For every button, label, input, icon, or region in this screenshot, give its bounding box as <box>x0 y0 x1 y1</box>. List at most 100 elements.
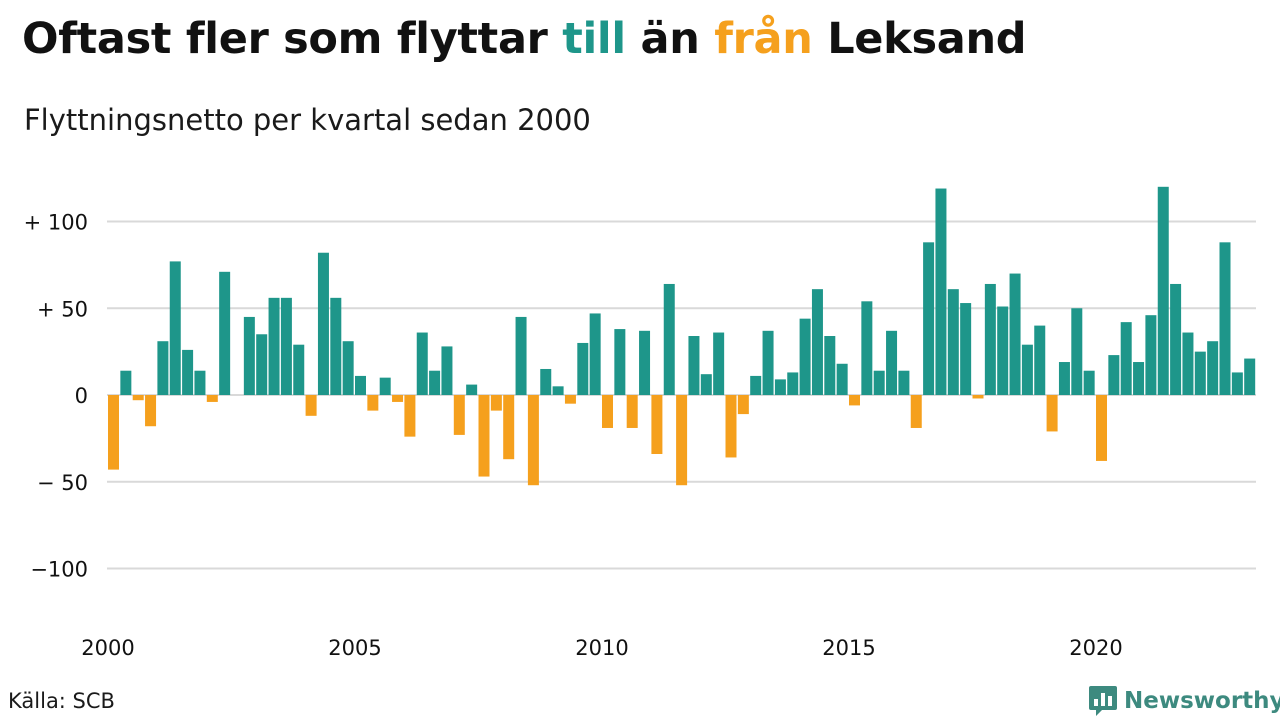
bar-negative <box>503 395 515 460</box>
bar-positive <box>947 289 959 395</box>
y-tick-label: − 50 <box>37 471 88 495</box>
bar-positive <box>1021 344 1033 396</box>
y-tick-label: + 50 <box>37 297 88 321</box>
bar-negative <box>849 395 860 406</box>
bar-negative <box>910 395 922 428</box>
bar-positive <box>1071 308 1083 395</box>
bar-positive <box>1219 242 1231 395</box>
x-axis-ticks: 2000 2005 2010 2015 2020 <box>81 636 1122 660</box>
bar-chart-speech-bubble-icon <box>1089 686 1117 716</box>
bars <box>108 186 1256 486</box>
bar-positive <box>1058 362 1070 395</box>
chart-subtitle: Flyttningsnetto per kvartal sedan 2000 <box>24 103 591 137</box>
y-tick-label: −100 <box>30 558 88 582</box>
title-highlight-till: till <box>562 14 626 64</box>
bar-positive <box>984 283 996 395</box>
bar-positive <box>293 344 305 396</box>
bar-negative <box>1096 395 1107 461</box>
source-label: Källa: SCB <box>8 689 115 713</box>
chart-title: Oftast fler som flyttar till än från Lek… <box>22 14 1027 64</box>
bar-negative <box>305 395 317 416</box>
bar-chart: + 100 + 50 0 − 50 −100 2000 2005 2010 2015 2020 <box>24 186 1256 660</box>
brand-name: Newsworthy <box>1124 688 1280 714</box>
bar-positive <box>330 297 342 395</box>
bar-negative <box>453 395 465 435</box>
bar-negative <box>478 395 490 477</box>
bar-negative <box>206 395 218 402</box>
bar-negative <box>490 395 502 411</box>
bar-negative <box>737 395 749 415</box>
x-tick-label: 2015 <box>822 636 875 660</box>
bar-negative <box>564 395 576 404</box>
bar-positive <box>873 370 885 395</box>
bar-positive <box>169 261 181 395</box>
bar-positive <box>1133 362 1145 395</box>
bar-positive <box>663 283 675 395</box>
bar-positive <box>589 313 601 395</box>
bar-negative <box>676 395 688 486</box>
bar-positive <box>750 375 762 396</box>
bar-positive <box>1120 322 1132 395</box>
bar-positive <box>935 188 947 395</box>
bar-positive <box>1009 273 1021 395</box>
bar-positive <box>540 368 552 396</box>
bar-positive <box>466 384 478 395</box>
bar-positive <box>762 330 774 396</box>
bar-positive <box>280 297 292 395</box>
bar-positive <box>1157 186 1169 395</box>
bar-positive <box>552 386 564 395</box>
bar-positive <box>799 318 811 395</box>
bar-positive <box>688 336 700 395</box>
brand-logo: Newsworthy <box>1088 684 1280 718</box>
bar-positive <box>157 341 169 395</box>
bar-positive <box>700 374 712 395</box>
bar-positive <box>1083 370 1095 395</box>
bar-positive <box>515 316 527 396</box>
bar-positive <box>811 289 823 395</box>
title-part-3: än <box>625 14 715 64</box>
bar-negative <box>651 395 663 454</box>
x-tick-label: 2000 <box>81 636 134 660</box>
bar-positive <box>639 330 651 396</box>
bar-positive <box>243 316 255 396</box>
bar-positive <box>923 242 935 395</box>
bar-negative <box>527 395 539 486</box>
bar-positive <box>120 370 132 395</box>
bar-positive <box>342 341 354 395</box>
x-tick-label: 2020 <box>1069 636 1122 660</box>
bar-negative <box>602 395 613 428</box>
bar-negative <box>1046 395 1058 432</box>
bar-positive <box>268 297 280 395</box>
bar-positive <box>713 332 725 395</box>
bar-positive <box>1108 355 1120 396</box>
bar-negative <box>132 395 144 401</box>
bar-negative <box>725 395 737 458</box>
bar-positive <box>836 363 848 395</box>
bar-positive <box>614 329 626 395</box>
bar-positive <box>886 330 898 396</box>
y-tick-label: 0 <box>75 384 88 408</box>
bar-positive <box>898 370 910 395</box>
bar-negative <box>626 395 638 428</box>
bar-positive <box>182 349 194 395</box>
bar-negative <box>404 395 416 437</box>
bar-negative <box>367 395 379 411</box>
bar-positive <box>379 377 391 395</box>
bar-positive <box>1194 351 1206 396</box>
bar-positive <box>416 332 428 395</box>
bar-positive <box>774 379 786 395</box>
bar-positive <box>317 252 329 395</box>
bar-positive <box>960 303 972 395</box>
bar-positive <box>1244 358 1256 395</box>
bar-negative <box>108 395 119 470</box>
bar-positive <box>1170 283 1182 395</box>
bar-positive <box>861 301 873 395</box>
bar-positive <box>997 306 1009 395</box>
bar-positive <box>1207 341 1219 395</box>
bar-negative <box>392 395 404 402</box>
bar-positive <box>1034 325 1046 395</box>
bar-positive <box>787 372 799 395</box>
bar-positive <box>1231 372 1243 395</box>
bar-negative <box>972 395 984 399</box>
bar-positive <box>429 370 441 395</box>
